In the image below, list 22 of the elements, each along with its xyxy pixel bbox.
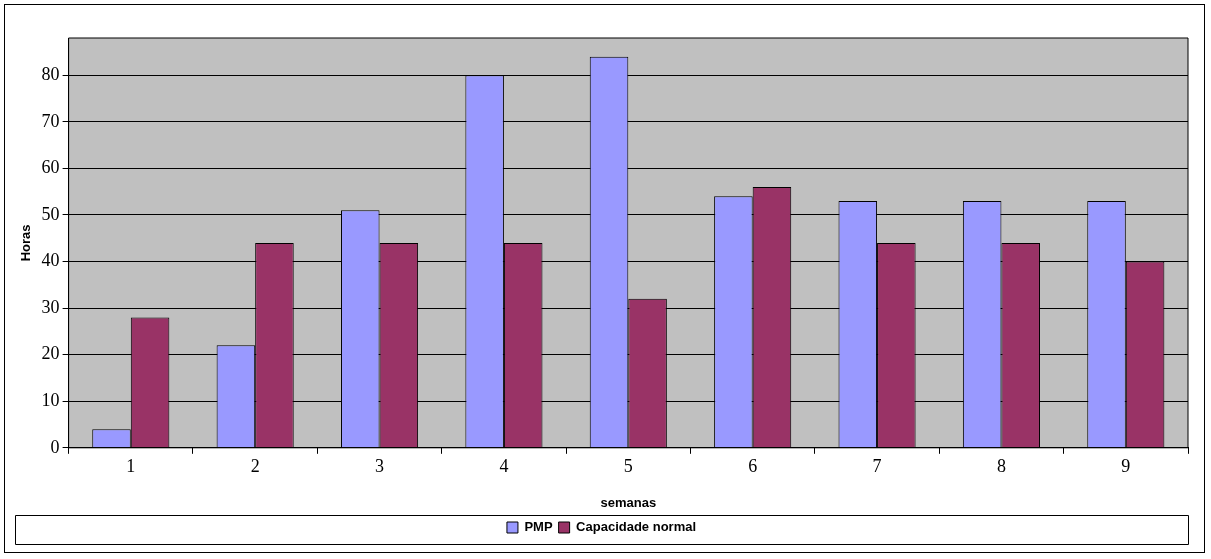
x-tick-label: 7 <box>872 456 882 477</box>
y-tick-label: 0 <box>50 436 60 457</box>
y-tick-label: 20 <box>41 343 60 364</box>
y-tick-label: 30 <box>41 296 60 317</box>
x-tick-label: 3 <box>375 456 385 477</box>
x-tick-label: 6 <box>748 456 758 477</box>
y-tick-label: 80 <box>41 63 60 84</box>
legend-label: Capacidade normal <box>576 519 697 535</box>
y-tick-label: 60 <box>41 157 60 178</box>
x-axis-title: semanas <box>600 494 657 510</box>
y-tick-label: 70 <box>41 110 60 131</box>
x-tick-label: 9 <box>1121 456 1131 477</box>
x-tick-label: 1 <box>126 456 136 477</box>
y-tick-label: 50 <box>41 203 60 224</box>
x-tick-label: 8 <box>996 456 1006 477</box>
y-axis-title: Horas <box>18 224 34 262</box>
legend-label: PMP <box>524 519 553 535</box>
y-tick-label: 40 <box>41 250 60 271</box>
x-tick-label: 2 <box>250 456 260 477</box>
y-tick-label: 10 <box>41 389 60 410</box>
x-tick-label: 4 <box>499 456 509 477</box>
x-tick-label: 5 <box>623 456 633 477</box>
